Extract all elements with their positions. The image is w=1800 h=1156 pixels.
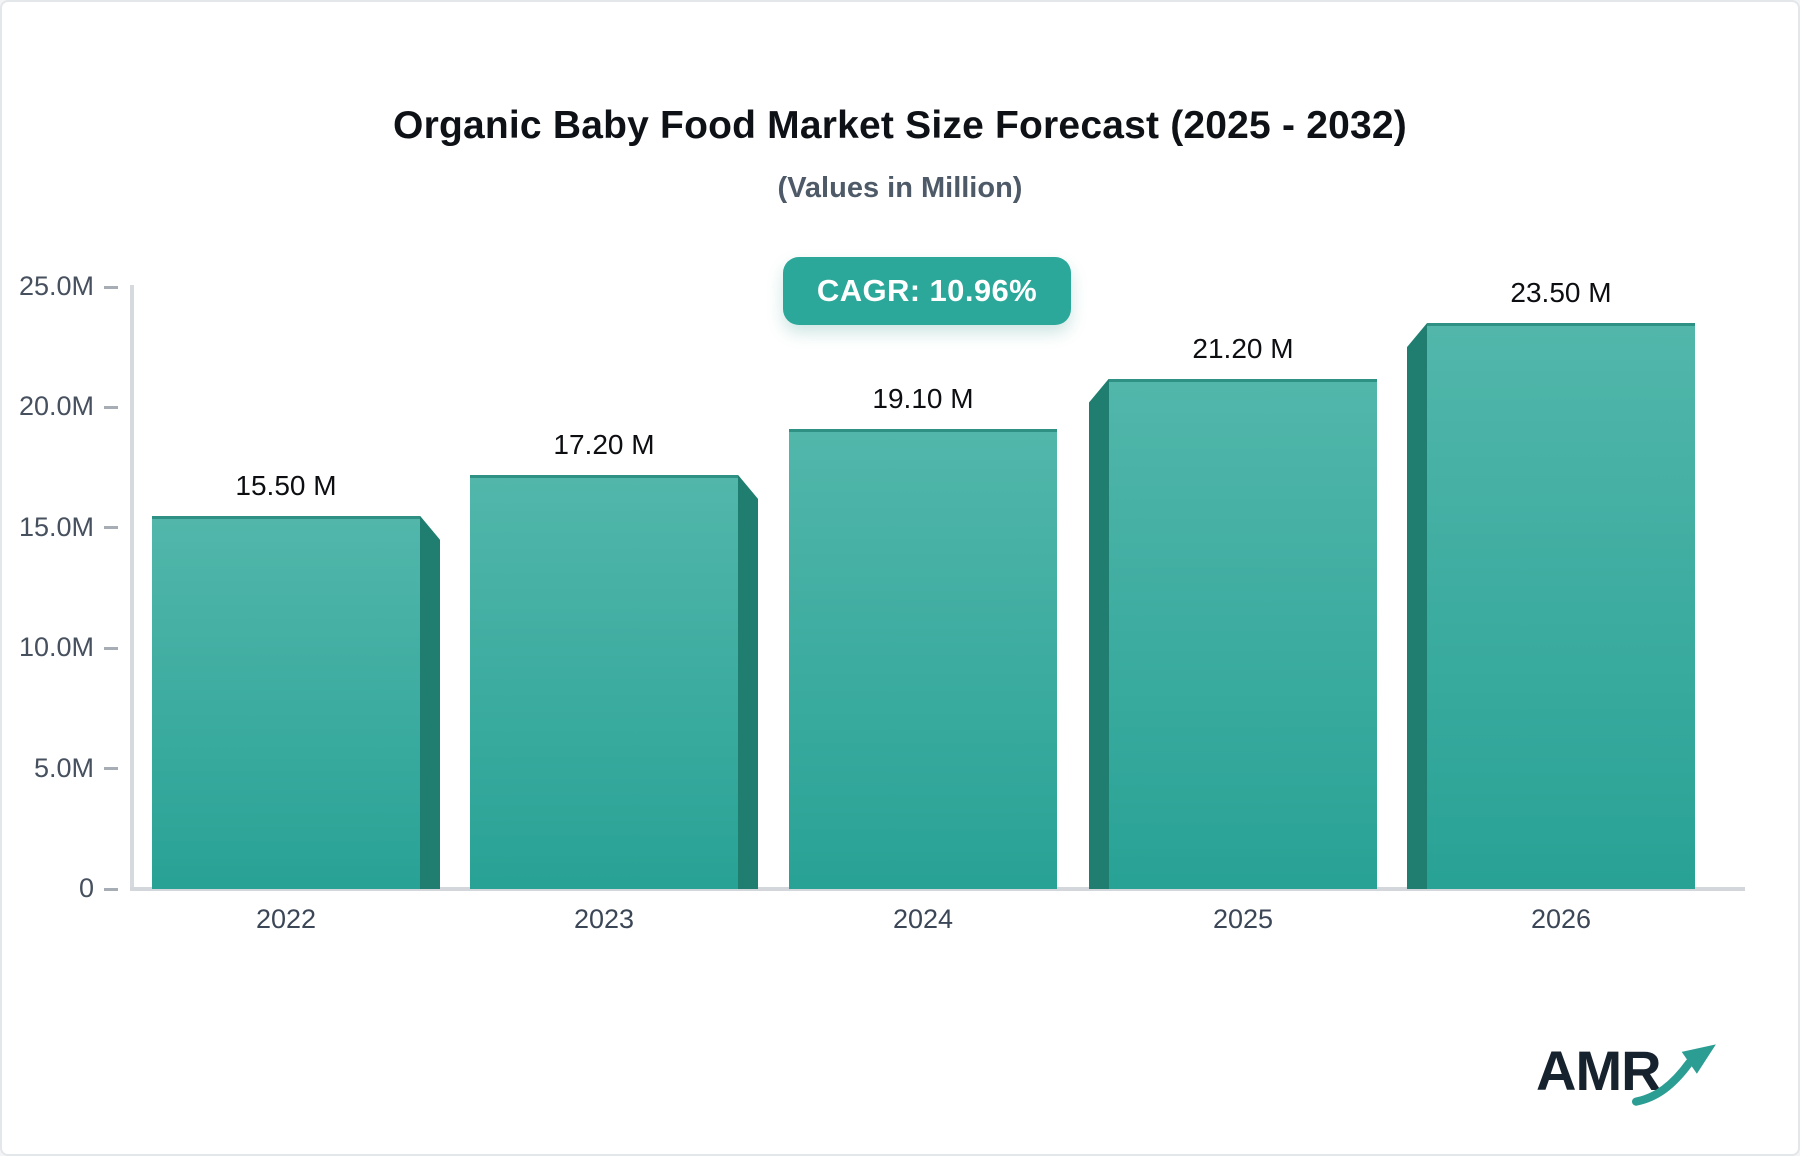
cagr-badge-label: CAGR: 10.96% bbox=[816, 273, 1038, 308]
amr-logo: AMR bbox=[1536, 1038, 1736, 1118]
x-axis-line bbox=[130, 887, 1745, 891]
y-axis-tick-mark bbox=[104, 887, 118, 891]
x-axis-label: 2023 bbox=[573, 904, 635, 934]
x-axis-label: 2026 bbox=[1530, 904, 1592, 934]
y-axis-tick-label: 5.0M bbox=[33, 752, 94, 783]
y-axis-tick-mark bbox=[104, 405, 118, 409]
bar-3d-side bbox=[1407, 323, 1427, 889]
bar bbox=[1427, 323, 1695, 889]
y-axis-tick-label: 25.0M bbox=[18, 271, 94, 301]
y-axis-tick-label: 0 bbox=[78, 873, 94, 903]
chart-title: Organic Baby Food Market Size Forecast (… bbox=[393, 104, 1407, 147]
bar-3d-side bbox=[1089, 378, 1109, 889]
bar-3d-side bbox=[738, 474, 758, 889]
y-axis-line bbox=[130, 285, 134, 891]
y-axis-tick-label: 15.0M bbox=[18, 511, 94, 542]
chart-subtitle: (Values in Million) bbox=[777, 172, 1023, 204]
bar bbox=[152, 515, 420, 889]
amr-logo-text: AMR bbox=[1536, 1039, 1662, 1102]
bar-value-label: 23.50 M bbox=[1510, 277, 1612, 309]
x-axis-label: 2024 bbox=[892, 904, 954, 934]
y-axis-tick-mark bbox=[104, 526, 118, 530]
y-axis-tick-label: 10.0M bbox=[18, 632, 94, 663]
bar-value-label: 17.20 M bbox=[553, 428, 655, 460]
bar-value-label: 21.20 M bbox=[1192, 332, 1294, 364]
bar-value-label: 19.10 M bbox=[872, 383, 974, 415]
y-axis-tick-mark bbox=[104, 285, 118, 289]
x-axis-label: 2022 bbox=[255, 904, 317, 934]
x-axis-label: 2025 bbox=[1212, 904, 1274, 934]
y-axis-tick-mark bbox=[104, 646, 118, 650]
y-axis-tick-mark bbox=[104, 767, 118, 771]
bar bbox=[470, 474, 738, 889]
bar bbox=[1109, 378, 1377, 889]
bar bbox=[789, 429, 1057, 889]
cagr-badge: CAGR: 10.96% bbox=[783, 257, 1071, 325]
bar-3d-side bbox=[420, 515, 440, 889]
trend-up-arrow-icon bbox=[1632, 1044, 1716, 1106]
bar-value-label: 15.50 M bbox=[235, 469, 337, 501]
y-axis-tick-label: 20.0M bbox=[18, 391, 94, 422]
